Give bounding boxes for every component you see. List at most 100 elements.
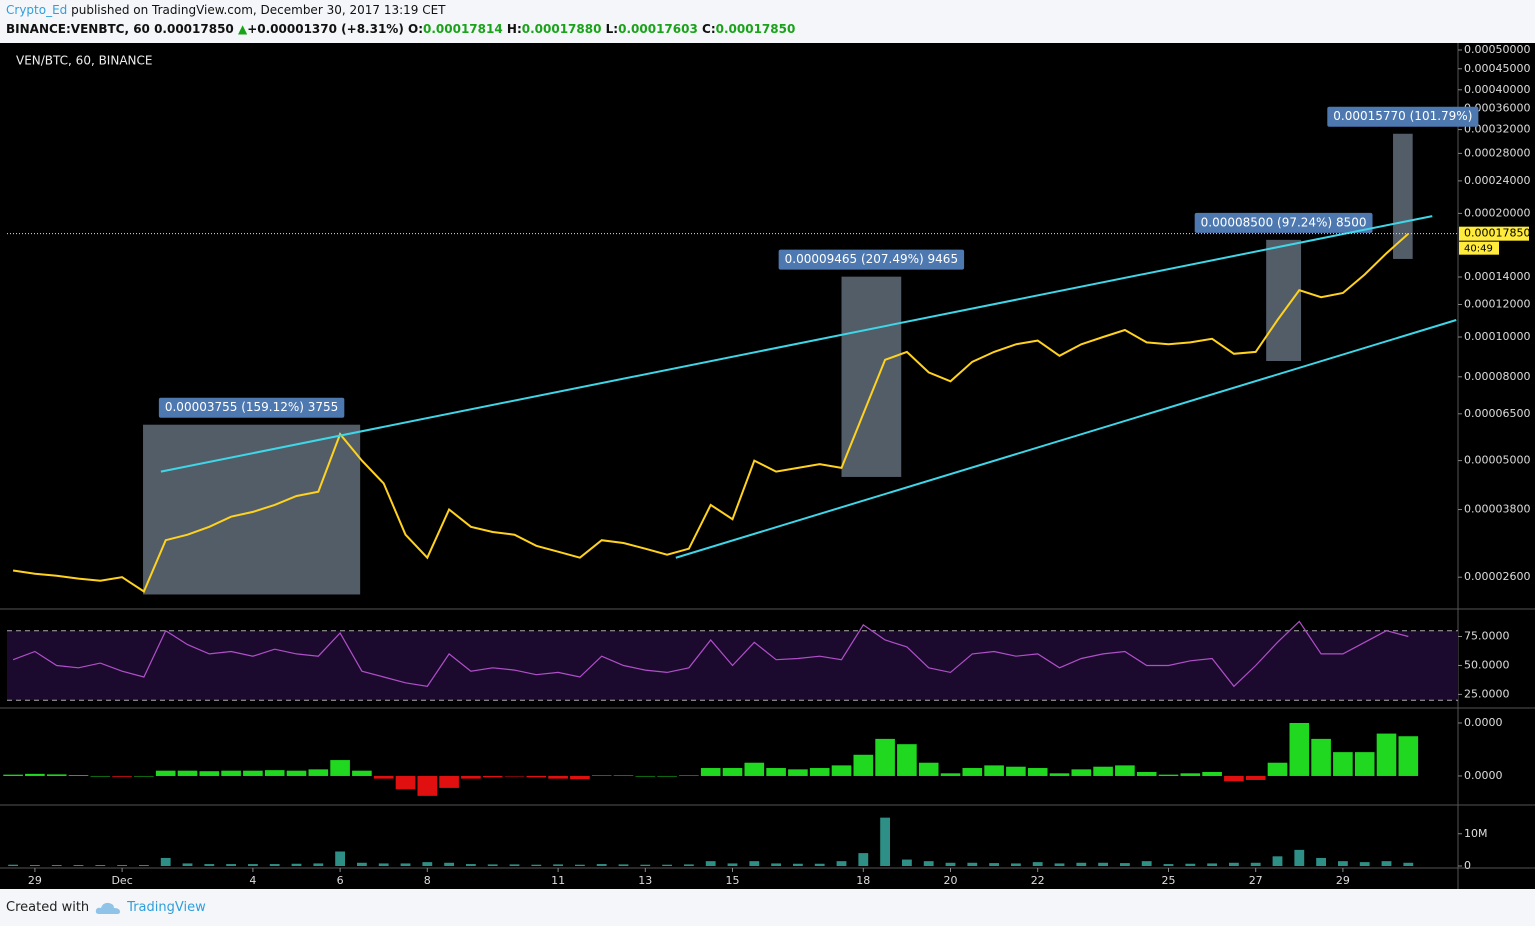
last-price-bg: [1459, 226, 1529, 241]
measure-box: [143, 424, 361, 595]
bar: [1185, 863, 1196, 866]
bar: [51, 865, 62, 866]
bar: [204, 864, 215, 866]
bar: [1202, 772, 1222, 776]
bar: [591, 775, 612, 776]
bar: [400, 863, 411, 866]
y-tick-label: 0.00012000: [1464, 297, 1530, 310]
change: +0.00001370 (+8.31%): [247, 22, 404, 36]
bar: [1119, 863, 1130, 866]
bar: [286, 770, 307, 776]
brand[interactable]: TradingView: [127, 900, 206, 915]
bar: [831, 765, 852, 776]
bar: [836, 861, 847, 866]
y-tick-label: 0.00010000: [1464, 330, 1530, 343]
bar: [160, 857, 171, 866]
bar: [853, 754, 874, 776]
y-tick-label: 10M: [1464, 827, 1488, 840]
bar: [727, 863, 738, 866]
bar: [422, 862, 433, 866]
bar: [548, 775, 568, 779]
bar: [373, 775, 394, 779]
bar: [68, 775, 89, 776]
bar: [1337, 861, 1348, 866]
x-tick-label: 27: [1249, 874, 1263, 887]
bar: [749, 861, 760, 866]
bar: [395, 775, 416, 790]
bar: [112, 775, 132, 777]
bar: [574, 864, 585, 866]
bar: [618, 864, 629, 866]
pane-title: VEN/BTC, 60, BINANCE: [16, 54, 152, 68]
bar: [744, 762, 765, 776]
bar: [679, 775, 699, 776]
bar: [880, 817, 891, 866]
x-tick-label: 15: [726, 874, 740, 887]
bar: [417, 775, 438, 796]
quote-line: BINANCE:VENBTC, 60 0.00017850 ▲+0.000013…: [6, 22, 795, 36]
bar: [1224, 775, 1244, 782]
bar: [1250, 862, 1261, 866]
measure-box: [1393, 133, 1413, 259]
bar: [482, 775, 503, 778]
bar: [945, 862, 956, 866]
bar: [1006, 766, 1026, 776]
bar: [700, 768, 721, 776]
x-tick-label: 22: [1031, 874, 1045, 887]
bar: [858, 853, 869, 866]
bar: [1267, 762, 1288, 776]
bar: [1228, 862, 1239, 866]
measure-label: 0.00009465 (207.49%) 9465: [785, 252, 958, 266]
x-tick-label: 4: [249, 874, 256, 887]
bar: [269, 864, 280, 866]
bar: [247, 864, 258, 866]
bar: [29, 865, 40, 866]
y-tick-label: 0.00036000: [1464, 102, 1530, 115]
bar: [1054, 863, 1065, 866]
bar: [1076, 862, 1087, 866]
bar: [1115, 765, 1135, 776]
measure-label-bg: [778, 249, 965, 270]
bar: [46, 774, 67, 776]
y-tick-label: 25.0000: [1464, 687, 1510, 700]
bar: [291, 863, 302, 866]
author[interactable]: Crypto_Ed: [6, 3, 68, 17]
bar: [1376, 733, 1397, 776]
bar: [897, 744, 917, 776]
y-tick-label: 0.00003800: [1464, 503, 1530, 516]
bar: [335, 851, 346, 866]
bar: [509, 864, 520, 866]
bar: [177, 770, 198, 776]
bar: [378, 863, 389, 866]
bar: [1180, 773, 1201, 776]
bar: [264, 770, 285, 776]
bar: [199, 771, 220, 776]
publish-line: Crypto_Ed published on TradingView.com, …: [6, 3, 446, 17]
bar: [1272, 856, 1283, 866]
y-tick-label: 0.0000: [1464, 716, 1503, 729]
logo: [95, 902, 121, 914]
y-tick-label: 0.00040000: [1464, 83, 1530, 96]
bar: [683, 864, 694, 866]
y-tick-label: 0.00045000: [1464, 62, 1530, 75]
bar: [962, 768, 983, 776]
bar: [640, 864, 651, 866]
bar: [95, 865, 106, 866]
bar: [444, 862, 455, 866]
x-tick-label: 8: [424, 874, 431, 887]
bar: [313, 863, 324, 866]
bar: [1311, 738, 1331, 776]
y-tick-label: 0.00006500: [1464, 407, 1530, 420]
bar: [1354, 752, 1375, 776]
arrow: ▲: [237, 22, 248, 36]
bar: [1027, 768, 1048, 776]
bar: [814, 863, 825, 866]
measure-label: 0.00008500 (97.24%) 8500: [1201, 215, 1367, 229]
bar: [330, 760, 350, 776]
ohlc-value: 0.00017603: [618, 22, 698, 36]
bar: [596, 864, 607, 866]
bar: [1049, 773, 1070, 776]
bar: [1071, 769, 1092, 776]
ohlc-key: C:: [702, 22, 716, 36]
bar: [1398, 736, 1419, 776]
